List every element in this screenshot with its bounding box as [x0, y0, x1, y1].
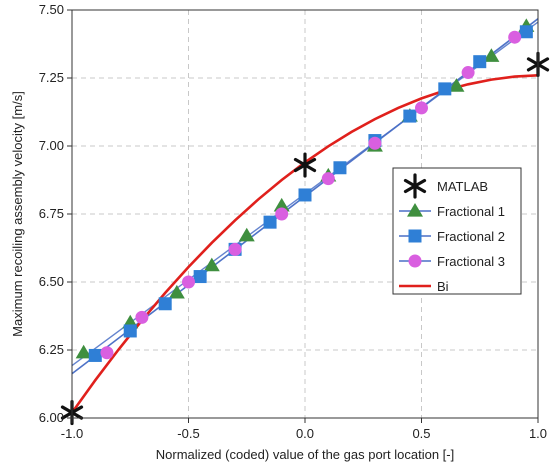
point-fractional-3 [100, 346, 114, 360]
asterisk-stroke [293, 157, 317, 173]
point-fractional-3 [135, 310, 149, 324]
point-matlab [293, 152, 317, 178]
asterisk-stroke [403, 178, 427, 194]
point-fractional-3 [508, 30, 522, 44]
legend-swatch-fractional-2 [408, 229, 422, 243]
legend-label-fractional-2: Fractional 2 [437, 229, 505, 244]
point-fractional-2 [403, 109, 417, 123]
y-tick-label: 6.50 [39, 274, 64, 289]
point-fractional-1 [238, 227, 255, 242]
legend-swatch-matlab [403, 173, 427, 199]
y-tick-label: 7.50 [39, 2, 64, 17]
legend-label-fractional-3: Fractional 3 [437, 254, 505, 269]
point-fractional-2 [473, 55, 487, 69]
y-axis-ticks: 6.00 6.25 6.50 6.75 7.00 7.25 7.50 [39, 2, 72, 425]
x-axis-label: Normalized (coded) value of the gas port… [156, 447, 454, 462]
point-fractional-2 [519, 25, 533, 39]
x-tick-label: -0.5 [177, 426, 199, 441]
point-fractional-1 [448, 78, 465, 92]
point-fractional-2 [298, 188, 312, 202]
point-fractional-3 [368, 136, 382, 150]
point-fractional-3 [275, 207, 289, 221]
y-tick-label: 6.25 [39, 342, 64, 357]
series-markers [60, 18, 550, 426]
point-fractional-1 [273, 197, 290, 212]
point-fractional-3 [182, 275, 195, 289]
y-tick-label: 7.25 [39, 70, 64, 85]
point-fractional-2 [193, 270, 207, 284]
point-fractional-2 [123, 324, 137, 338]
legend-label-matlab: MATLAB [437, 179, 488, 194]
point-fractional-3 [228, 242, 242, 256]
point-fractional-2 [88, 348, 102, 362]
point-fractional-3 [321, 172, 335, 186]
x-tick-label: 0.5 [412, 426, 430, 441]
x-tick-label: 0.0 [296, 426, 314, 441]
point-fractional-1 [75, 344, 92, 359]
point-fractional-2 [158, 297, 172, 311]
y-tick-label: 7.00 [39, 138, 64, 153]
y-tick-label: 6.00 [39, 410, 64, 425]
point-fractional-3 [461, 66, 475, 80]
x-axis-ticks: -1.0 -0.5 0.0 0.5 1.0 [61, 418, 547, 441]
point-fractional-2 [263, 215, 277, 229]
point-fractional-1 [168, 284, 185, 299]
point-fractional-1 [483, 48, 500, 62]
legend-swatch-fractional-3 [408, 254, 422, 268]
legend: MATLAB Fractional 1 Fractional 2 Fractional… [392, 167, 522, 295]
point-fractional-1 [203, 257, 220, 272]
y-axis-label: Maximum recoiling assembly velocity [m/s… [10, 91, 25, 337]
legend-label-fractional-1: Fractional 1 [437, 204, 505, 219]
legend-swatch-fractional-1 [407, 203, 423, 217]
x-tick-label: -1.0 [61, 426, 83, 441]
y-tick-label: 6.75 [39, 206, 64, 221]
point-fractional-2 [438, 82, 452, 96]
point-fractional-3 [415, 101, 428, 115]
legend-label-bi: Bi [437, 279, 449, 294]
x-tick-label: 1.0 [529, 426, 547, 441]
point-fractional-2 [333, 161, 347, 175]
